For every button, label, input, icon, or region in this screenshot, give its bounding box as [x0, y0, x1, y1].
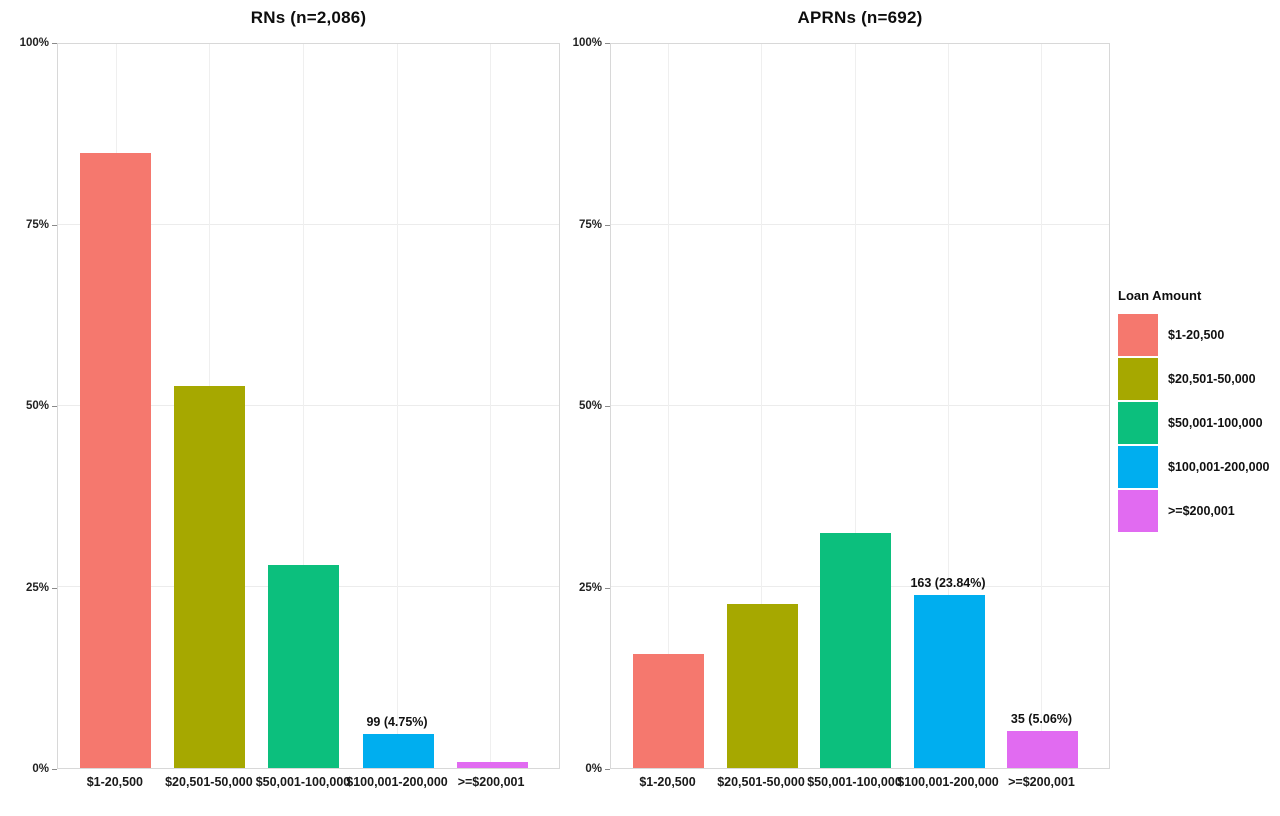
- y-axis-tick-label: 0%: [585, 763, 602, 775]
- x-axis-tick-label: $1-20,500: [639, 775, 696, 789]
- legend-color-swatch: [1118, 445, 1158, 489]
- x-axis-tick-label: >=$200,001: [457, 775, 525, 789]
- gridline-vertical: [1040, 44, 1042, 768]
- y-axis-tick-label: 0%: [32, 763, 49, 775]
- bar-$100,001-200,000: [913, 595, 985, 768]
- x-axis-tick-label: $1-20,500: [86, 775, 143, 789]
- y-axis-tick-mark: [605, 587, 610, 589]
- x-axis-tick-label: $100,001-200,000: [897, 775, 999, 789]
- y-axis-tick-mark: [605, 406, 610, 407]
- y-axis-tick-mark: [52, 587, 57, 589]
- y-axis-tick-mark: [605, 769, 610, 770]
- legend-color-swatch: [1118, 313, 1158, 357]
- bar-$1-20,500: [80, 152, 152, 768]
- x-axis-tick-label: $20,501-50,000: [717, 775, 805, 789]
- legend-items: $1-20,500 $20,501-50,000 $50,001-100,000 $1…: [1118, 313, 1278, 533]
- legend-item: $50,001-100,000: [1118, 401, 1278, 445]
- gridline-vertical: [947, 44, 949, 768]
- y-axis-tick-mark: [52, 224, 57, 226]
- bar-$1-20,500: [633, 653, 704, 768]
- legend-color-swatch: [1118, 489, 1158, 533]
- y-axis-tick-label: 75%: [25, 218, 49, 231]
- x-axis-tick-label: $20,501-50,000: [165, 775, 253, 789]
- plot-area-aprns: [610, 43, 1110, 769]
- bar-$50,001-100,000: [268, 565, 340, 768]
- y-axis-tick-mark: [52, 406, 57, 407]
- legend-label: $50,001-100,000: [1168, 416, 1263, 430]
- legend: Loan Amount $1-20,500 $20,501-50,000 $50,0…: [1118, 288, 1278, 533]
- legend-item: >=$200,001: [1118, 489, 1278, 533]
- x-axis-tick-label: $50,001-100,000: [807, 775, 902, 789]
- y-axis-tick-mark: [52, 43, 57, 44]
- x-axis-tick-label: $50,001-100,000: [255, 775, 351, 789]
- y-axis-tick-mark: [605, 224, 610, 226]
- x-axis-tick-label: $100,001-200,000: [346, 775, 448, 789]
- gridline-vertical: [854, 44, 856, 768]
- x-axis-tick-label: >=$200,001: [1008, 775, 1075, 789]
- y-axis-tick-label: 25%: [578, 581, 602, 594]
- gridline-vertical: [302, 44, 304, 768]
- gridline-horizontal: [58, 405, 559, 406]
- legend-item: $1-20,500: [1118, 313, 1278, 357]
- bar->=$200,001: [1007, 731, 1078, 768]
- gridline-vertical: [761, 44, 763, 768]
- legend-label: $20,501-50,000: [1168, 372, 1256, 386]
- legend-label: >=$200,001: [1168, 504, 1235, 518]
- bar-value-label: 99 (4.75%): [366, 714, 428, 729]
- facet-title-aprns: APRNs (n=692): [797, 8, 923, 27]
- bar-$50,001-100,000: [820, 532, 891, 768]
- y-axis-tick-label: 100%: [19, 37, 49, 49]
- y-axis-tick-label: 100%: [572, 37, 602, 49]
- bar-$20,501-50,000: [174, 386, 246, 768]
- y-axis-tick-mark: [52, 769, 57, 770]
- legend-title: Loan Amount: [1118, 288, 1202, 303]
- plot-area-rns: [57, 43, 560, 769]
- bar-$100,001-200,000: [362, 733, 434, 768]
- legend-item: $20,501-50,000: [1118, 357, 1278, 401]
- gridline-vertical: [490, 44, 492, 768]
- gridline-horizontal: [611, 224, 1109, 225]
- y-axis-tick-label: 50%: [25, 400, 49, 412]
- y-axis-tick-label: 25%: [25, 581, 49, 594]
- legend-item: $100,001-200,000: [1118, 445, 1278, 489]
- bar-$20,501-50,000: [726, 604, 798, 768]
- gridline-vertical: [668, 44, 670, 768]
- gridline-horizontal: [58, 224, 559, 225]
- gridline-vertical: [396, 44, 398, 768]
- bar->=$200,001: [456, 762, 528, 768]
- legend-color-swatch: [1118, 401, 1158, 445]
- bar-value-label: 35 (5.06%): [1010, 712, 1073, 727]
- gridline-horizontal: [611, 405, 1109, 406]
- legend-label: $1-20,500: [1168, 328, 1225, 342]
- legend-label: $100,001-200,000: [1168, 460, 1270, 474]
- facet-title-rns: RNs (n=2,086): [250, 8, 367, 27]
- y-axis-tick-mark: [605, 43, 610, 44]
- bar-value-label: 163 (23.84%): [910, 575, 986, 590]
- y-axis-tick-label: 75%: [578, 218, 602, 231]
- y-axis-tick-label: 50%: [578, 400, 602, 412]
- legend-color-swatch: [1118, 357, 1158, 401]
